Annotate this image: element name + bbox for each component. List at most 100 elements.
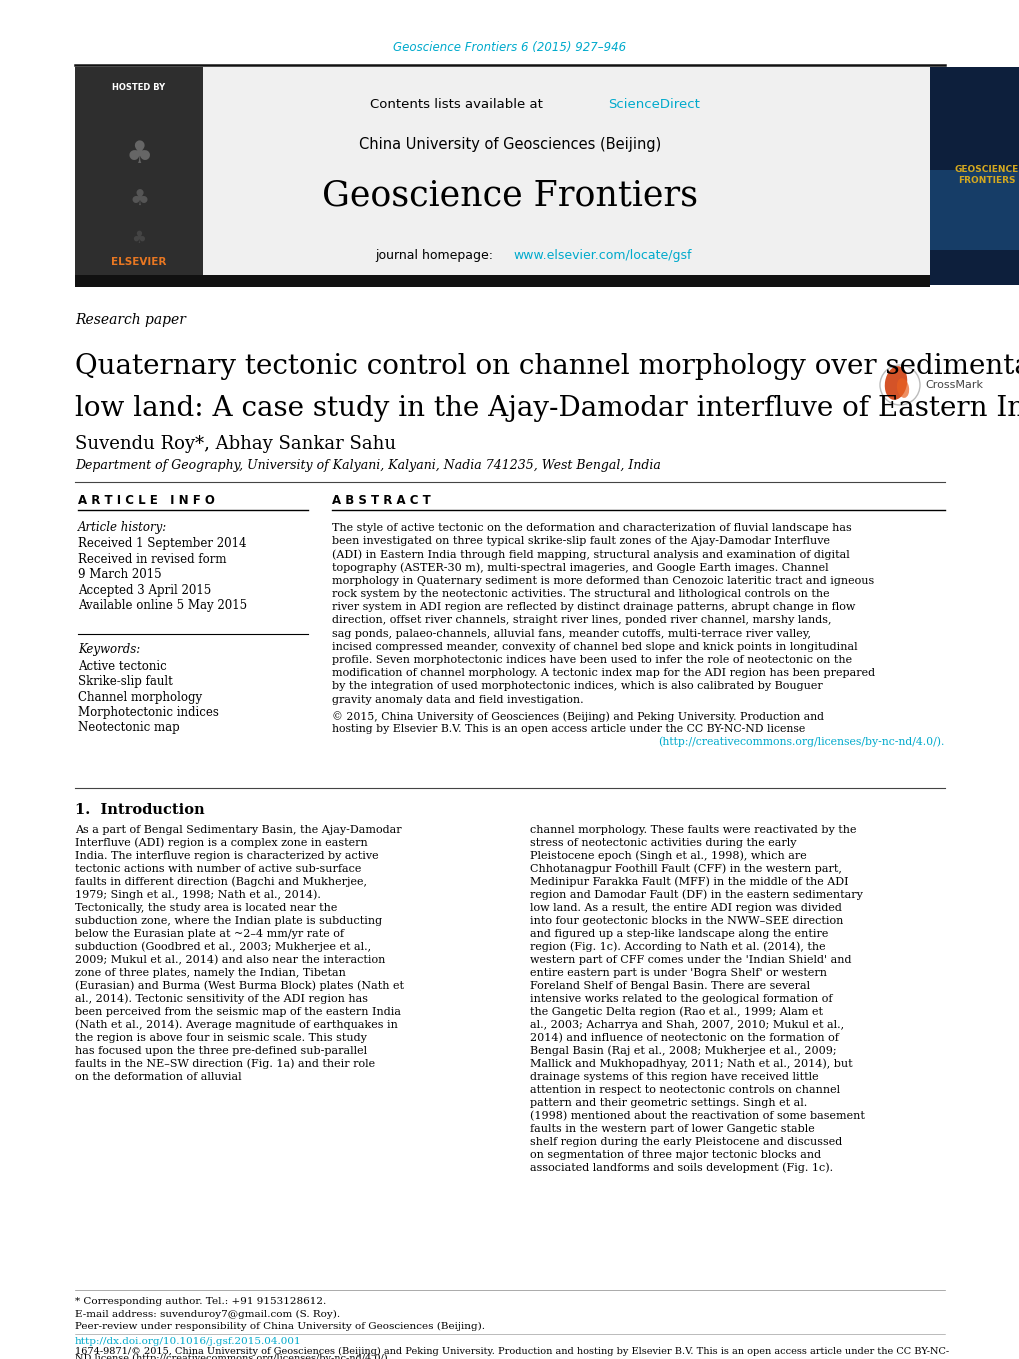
Text: Peer-review under responsibility of China University of Geosciences (Beijing).: Peer-review under responsibility of Chin… — [75, 1321, 484, 1330]
Bar — [929, 67, 1019, 285]
Text: Geoscience Frontiers: Geoscience Frontiers — [322, 178, 697, 212]
Text: Geoscience Frontiers 6 (2015) 927–946: Geoscience Frontiers 6 (2015) 927–946 — [393, 42, 626, 54]
Text: ND license (http://creativecommons.org/licenses/by-nc-nd/4.0/).: ND license (http://creativecommons.org/l… — [75, 1354, 390, 1359]
Bar — [75, 67, 203, 285]
Text: Channel morphology: Channel morphology — [77, 690, 202, 704]
Text: Neotectonic map: Neotectonic map — [77, 722, 179, 734]
Text: http://dx.doi.org/10.1016/j.gsf.2015.04.001: http://dx.doi.org/10.1016/j.gsf.2015.04.… — [75, 1337, 302, 1347]
Text: hosting by Elsevier B.V. This is an open access article under the CC BY-NC-ND li: hosting by Elsevier B.V. This is an open… — [331, 724, 804, 734]
Text: region and Damodar Fault (DF) in the eastern sedimentary: region and Damodar Fault (DF) in the eas… — [530, 890, 862, 900]
Text: ELSEVIER: ELSEVIER — [111, 257, 166, 266]
Text: on the deformation of alluvial: on the deformation of alluvial — [75, 1072, 242, 1082]
Text: incised compressed meander, convexity of channel bed slope and knick points in l: incised compressed meander, convexity of… — [331, 641, 857, 652]
Text: river system in ADI region are reflected by distinct drainage patterns, abrupt c: river system in ADI region are reflected… — [331, 602, 855, 612]
Text: Morphotectonic indices: Morphotectonic indices — [77, 705, 219, 719]
Text: www.elsevier.com/locate/gsf: www.elsevier.com/locate/gsf — [513, 249, 691, 261]
Text: al., 2014). Tectonic sensitivity of the ADI region has: al., 2014). Tectonic sensitivity of the … — [75, 993, 368, 1004]
Text: has focused upon the three pre-defined sub-parallel: has focused upon the three pre-defined s… — [75, 1046, 367, 1056]
Bar — [929, 170, 1019, 250]
Text: HOSTED BY: HOSTED BY — [112, 83, 165, 92]
Text: (Eurasian) and Burma (West Burma Block) plates (Nath et: (Eurasian) and Burma (West Burma Block) … — [75, 981, 404, 991]
Text: ♣: ♣ — [125, 140, 153, 170]
Text: pattern and their geometric settings. Singh et al.: pattern and their geometric settings. Si… — [530, 1098, 806, 1108]
Text: western part of CFF comes under the 'Indian Shield' and: western part of CFF comes under the 'Ind… — [530, 955, 851, 965]
Text: modification of channel morphology. A tectonic index map for the ADI region has : modification of channel morphology. A te… — [331, 669, 874, 678]
Text: Active tectonic: Active tectonic — [77, 659, 166, 673]
Text: entire eastern part is under 'Bogra Shelf' or western: entire eastern part is under 'Bogra Shel… — [530, 968, 826, 978]
Text: Accepted 3 April 2015: Accepted 3 April 2015 — [77, 584, 211, 597]
Text: direction, offset river channels, straight river lines, ponded river channel, ma: direction, offset river channels, straig… — [331, 616, 830, 625]
Text: subduction (Goodbred et al., 2003; Mukherjee et al.,: subduction (Goodbred et al., 2003; Mukhe… — [75, 942, 371, 953]
Text: Article history:: Article history: — [77, 522, 167, 534]
Text: Interfluve (ADI) region is a complex zone in eastern: Interfluve (ADI) region is a complex zon… — [75, 837, 368, 848]
Ellipse shape — [896, 378, 908, 398]
Text: below the Eurasian plate at ~2–4 mm/yr rate of: below the Eurasian plate at ~2–4 mm/yr r… — [75, 930, 343, 939]
Text: topography (ASTER-30 m), multi-spectral imageries, and Google Earth images. Chan: topography (ASTER-30 m), multi-spectral … — [331, 563, 827, 573]
Text: region (Fig. 1c). According to Nath et al. (2014), the: region (Fig. 1c). According to Nath et a… — [530, 942, 824, 953]
Text: Tectonically, the study area is located near the: Tectonically, the study area is located … — [75, 902, 337, 913]
Text: the region is above four in seismic scale. This study: the region is above four in seismic scal… — [75, 1033, 367, 1042]
Text: the Gangetic Delta region (Rao et al., 1999; Alam et: the Gangetic Delta region (Rao et al., 1… — [530, 1007, 822, 1018]
Text: faults in the NE–SW direction (Fig. 1a) and their role: faults in the NE–SW direction (Fig. 1a) … — [75, 1059, 375, 1070]
Text: and figured up a step-like landscape along the entire: and figured up a step-like landscape alo… — [530, 930, 827, 939]
Text: faults in the western part of lower Gangetic stable: faults in the western part of lower Gang… — [530, 1124, 814, 1133]
Text: (Nath et al., 2014). Average magnitude of earthquakes in: (Nath et al., 2014). Average magnitude o… — [75, 1019, 397, 1030]
Text: © 2015, China University of Geosciences (Beijing) and Peking University. Product: © 2015, China University of Geosciences … — [331, 711, 823, 722]
Text: As a part of Bengal Sedimentary Basin, the Ajay-Damodar: As a part of Bengal Sedimentary Basin, t… — [75, 825, 401, 834]
Text: 9 March 2015: 9 March 2015 — [77, 568, 161, 582]
Text: rock system by the neotectonic activities. The structural and lithological contr: rock system by the neotectonic activitie… — [331, 588, 828, 599]
Text: A R T I C L E   I N F O: A R T I C L E I N F O — [77, 493, 215, 507]
Text: al., 2003; Acharrya and Shah, 2007, 2010; Mukul et al.,: al., 2003; Acharrya and Shah, 2007, 2010… — [530, 1021, 844, 1030]
Text: been investigated on three typical skrike-slip fault zones of the Ajay-Damodar I: been investigated on three typical skrik… — [331, 537, 829, 546]
Text: (http://creativecommons.org/licenses/by-nc-nd/4.0/).: (http://creativecommons.org/licenses/by-… — [658, 737, 944, 747]
Text: Pleistocene epoch (Singh et al., 1998), which are: Pleistocene epoch (Singh et al., 1998), … — [530, 851, 806, 862]
Text: subduction zone, where the Indian plate is subducting: subduction zone, where the Indian plate … — [75, 916, 382, 925]
Ellipse shape — [883, 366, 906, 400]
Text: Mallick and Mukhopadhyay, 2011; Nath et al., 2014), but: Mallick and Mukhopadhyay, 2011; Nath et … — [530, 1059, 852, 1070]
Text: ♣: ♣ — [131, 230, 147, 247]
Text: Suvendu Roy*, Abhay Sankar Sahu: Suvendu Roy*, Abhay Sankar Sahu — [75, 435, 395, 453]
Text: profile. Seven morphotectonic indices have been used to infer the role of neotec: profile. Seven morphotectonic indices ha… — [331, 655, 851, 665]
Text: 2014) and influence of neotectonic on the formation of: 2014) and influence of neotectonic on th… — [530, 1033, 838, 1044]
Text: Keywords:: Keywords: — [77, 644, 141, 656]
Text: journal homepage:: journal homepage: — [375, 249, 496, 261]
Bar — [75, 275, 929, 287]
Text: channel morphology. These faults were reactivated by the: channel morphology. These faults were re… — [530, 825, 856, 834]
Text: Research paper: Research paper — [75, 313, 185, 328]
Text: low land: A case study in the Ajay-Damodar interfluve of Eastern India: low land: A case study in the Ajay-Damod… — [75, 394, 1019, 421]
Text: stress of neotectonic activities during the early: stress of neotectonic activities during … — [530, 839, 796, 848]
Text: 1979; Singh et al., 1998; Nath et al., 2014).: 1979; Singh et al., 1998; Nath et al., 2… — [75, 890, 321, 900]
Text: ScienceDirect: ScienceDirect — [607, 98, 699, 111]
Text: been perceived from the seismic map of the eastern India: been perceived from the seismic map of t… — [75, 1007, 400, 1017]
Text: The style of active tectonic on the deformation and characterization of fluvial : The style of active tectonic on the defo… — [331, 523, 851, 533]
Text: intensive works related to the geological formation of: intensive works related to the geologica… — [530, 993, 832, 1004]
Text: drainage systems of this region have received little: drainage systems of this region have rec… — [530, 1072, 818, 1082]
Text: Quaternary tectonic control on channel morphology over sedimentary: Quaternary tectonic control on channel m… — [75, 352, 1019, 379]
Text: tectonic actions with number of active sub-surface: tectonic actions with number of active s… — [75, 864, 361, 874]
Text: 2009; Mukul et al., 2014) and also near the interaction: 2009; Mukul et al., 2014) and also near … — [75, 955, 385, 965]
Text: Contents lists available at: Contents lists available at — [370, 98, 546, 111]
Text: GEOSCIENCE
FRONTIERS: GEOSCIENCE FRONTIERS — [954, 166, 1018, 185]
Text: CrossMark: CrossMark — [924, 381, 982, 390]
Text: Received in revised form: Received in revised form — [77, 553, 226, 565]
Text: ♣: ♣ — [128, 190, 149, 211]
Text: attention in respect to neotectonic controls on channel: attention in respect to neotectonic cont… — [530, 1084, 840, 1095]
Text: into four geotectonic blocks in the NWW–SEE direction: into four geotectonic blocks in the NWW–… — [530, 916, 843, 925]
Text: Chhotanagpur Foothill Fault (CFF) in the western part,: Chhotanagpur Foothill Fault (CFF) in the… — [530, 864, 841, 874]
Text: Received 1 September 2014: Received 1 September 2014 — [77, 538, 247, 550]
Text: A B S T R A C T: A B S T R A C T — [331, 493, 430, 507]
Text: low land. As a result, the entire ADI region was divided: low land. As a result, the entire ADI re… — [530, 902, 841, 913]
Text: 1674-9871/© 2015, China University of Geosciences (Beijing) and Peking Universit: 1674-9871/© 2015, China University of Ge… — [75, 1347, 949, 1355]
Text: Medinipur Farakka Fault (MFF) in the middle of the ADI: Medinipur Farakka Fault (MFF) in the mid… — [530, 877, 848, 887]
Text: zone of three plates, namely the Indian, Tibetan: zone of three plates, namely the Indian,… — [75, 968, 345, 978]
Text: associated landforms and soils development (Fig. 1c).: associated landforms and soils developme… — [530, 1163, 833, 1173]
Text: Available online 5 May 2015: Available online 5 May 2015 — [77, 599, 247, 613]
Text: faults in different direction (Bagchi and Mukherjee,: faults in different direction (Bagchi an… — [75, 877, 367, 887]
Text: morphology in Quaternary sediment is more deformed than Cenozoic lateritic tract: morphology in Quaternary sediment is mor… — [331, 576, 873, 586]
Text: Foreland Shelf of Bengal Basin. There are several: Foreland Shelf of Bengal Basin. There ar… — [530, 981, 809, 991]
Text: on segmentation of three major tectonic blocks and: on segmentation of three major tectonic … — [530, 1150, 820, 1161]
Text: * Corresponding author. Tel.: +91 9153128612.: * Corresponding author. Tel.: +91 915312… — [75, 1298, 326, 1306]
Text: 1.  Introduction: 1. Introduction — [75, 803, 205, 817]
Text: (1998) mentioned about the reactivation of some basement: (1998) mentioned about the reactivation … — [530, 1110, 864, 1121]
Text: E-mail address: suvenduroy7@gmail.com (S. Roy).: E-mail address: suvenduroy7@gmail.com (S… — [75, 1310, 339, 1318]
